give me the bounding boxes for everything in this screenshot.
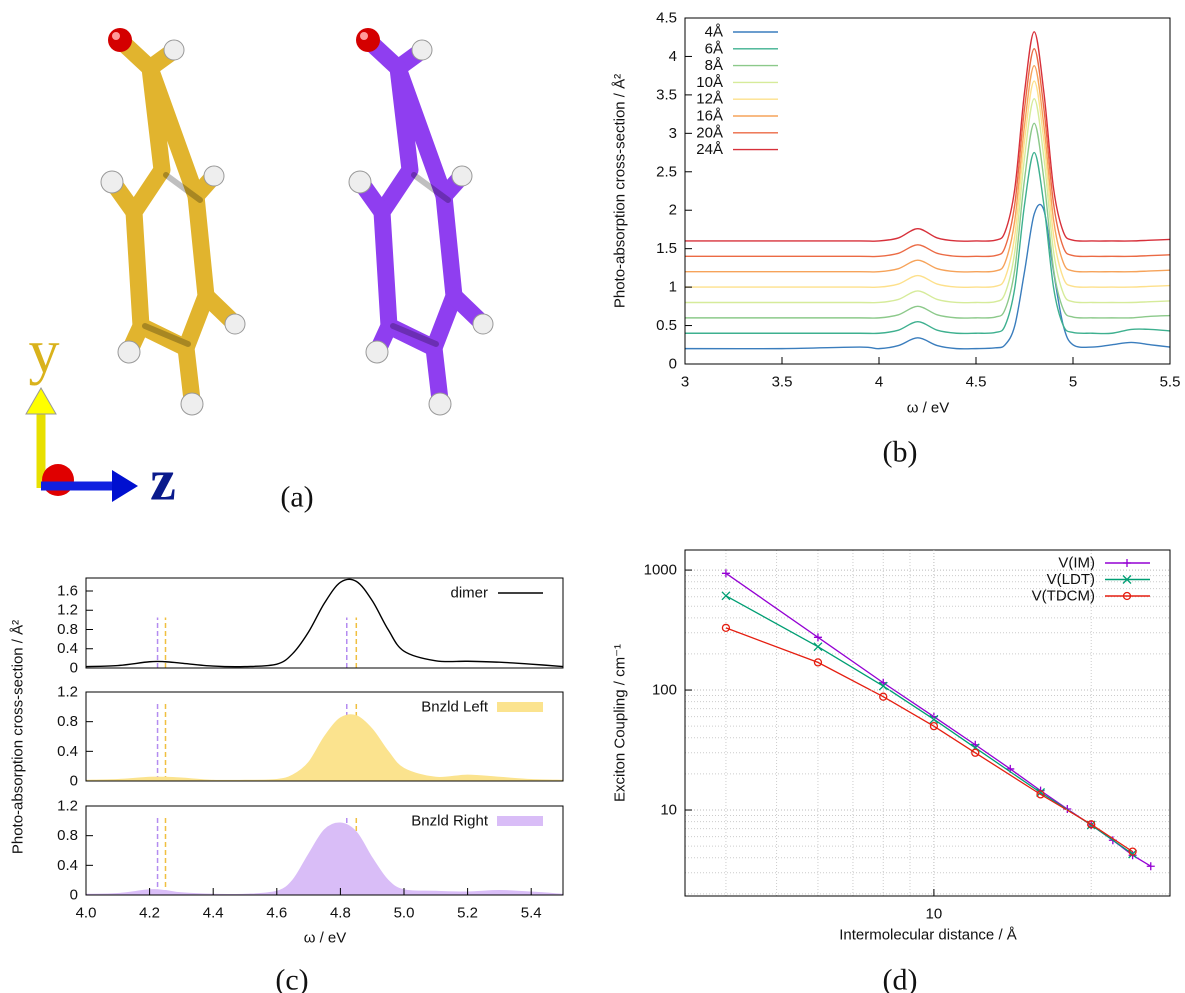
x-tick-label: 5 — [1069, 374, 1077, 391]
line — [685, 32, 1170, 241]
y-tick-label: 0.4 — [57, 743, 78, 760]
x-axis-label: Intermolecular distance / Å — [839, 927, 1017, 944]
y-tick-label: 0.5 — [656, 317, 677, 334]
y-tick-label: 0.4 — [57, 857, 78, 874]
y-tick-label: 1000 — [644, 562, 677, 579]
legend-label: 20Å — [696, 124, 723, 141]
legend-swatch — [497, 702, 543, 712]
y-tick-label: 3 — [669, 125, 677, 142]
legend-label: Bnzld Left — [421, 699, 489, 716]
y-axis-label: Photo-absorption cross-section / Å² — [10, 620, 27, 854]
y-tick-label: 0.8 — [57, 827, 78, 844]
y-tick-label: 1 — [669, 279, 677, 296]
legend-label: 6Å — [705, 40, 723, 57]
axis-letter-y: y — [29, 318, 60, 386]
legend-label: V(LDT) — [1047, 571, 1095, 588]
y-tick-label: 0.8 — [57, 713, 78, 730]
y-tick-label: 0 — [70, 773, 78, 790]
y-tick-label: 3.5 — [656, 86, 677, 103]
x-tick-label: 3 — [681, 374, 689, 391]
y-tick-label: 2 — [669, 202, 677, 219]
x-tick-label: 4.8 — [330, 905, 351, 922]
x-tick-label: 10 — [926, 906, 943, 923]
x-tick-label: 4.4 — [203, 905, 224, 922]
caption: (c) — [275, 964, 308, 993]
legend-label: 8Å — [705, 57, 723, 74]
legend-label: dimer — [450, 585, 488, 602]
line — [685, 204, 1170, 348]
x-tick-label: 4.6 — [266, 905, 287, 922]
y-tick-label: 2.5 — [656, 163, 677, 180]
legend-label: 4Å — [705, 24, 723, 41]
line — [726, 628, 1133, 852]
x-tick-label: 4 — [875, 374, 883, 391]
y-tick-label: 1.6 — [57, 582, 78, 599]
legend-swatch — [497, 816, 543, 826]
line — [726, 596, 1133, 854]
legend-label: V(IM) — [1058, 555, 1095, 572]
line — [685, 49, 1170, 257]
point — [1147, 862, 1155, 870]
caption: (d) — [883, 964, 918, 993]
y-tick-label: 10 — [660, 802, 677, 819]
x-tick-label: 5.2 — [457, 905, 478, 922]
y-axis-label: Exciton Coupling / cm⁻¹ — [612, 644, 629, 802]
y-tick-label: 1.2 — [57, 798, 78, 815]
legend-label: 10Å — [696, 74, 723, 91]
caption: (b) — [883, 436, 918, 469]
caption: (a) — [280, 481, 313, 514]
y-tick-label: 4.5 — [656, 10, 677, 27]
plot-frame — [685, 18, 1170, 364]
y-tick-label: 0 — [669, 356, 677, 373]
y-tick-label: 1.2 — [57, 602, 78, 619]
point — [814, 633, 822, 641]
line — [685, 153, 1170, 334]
figure: y z (a) 4Å6Å8Å10Å12Å16Å20Å24Å 0 0.5 1 1.5 2 2.… — [0, 0, 1185, 993]
y-tick-label: 100 — [652, 682, 677, 699]
point — [722, 569, 730, 577]
legend-marker — [1123, 559, 1131, 567]
x-tick-label: 4.5 — [966, 374, 987, 391]
x-tick-label: 5.4 — [521, 905, 542, 922]
x-tick-label: 4.0 — [76, 905, 97, 922]
legend-label: 16Å — [696, 108, 723, 125]
x-tick-label: 4.2 — [139, 905, 160, 922]
axis-letter-z: z — [150, 448, 176, 513]
molecule-right — [349, 28, 493, 415]
legend-label: 12Å — [696, 91, 723, 108]
x-tick-label: 5.5 — [1160, 374, 1181, 391]
molecule-left — [101, 28, 245, 415]
y-tick-label: 4 — [669, 48, 677, 65]
legend-label: V(TDCM) — [1032, 588, 1095, 605]
axis-arrows — [26, 388, 138, 502]
x-tick-label: 3.5 — [772, 374, 793, 391]
x-axis-label: ω / eV — [907, 400, 950, 417]
y-tick-label: 0 — [70, 660, 78, 677]
line — [685, 123, 1170, 318]
legend-label: Bnzld Right — [411, 813, 489, 830]
legend-label: 24Å — [696, 141, 723, 158]
y-axis-label: Photo-absorption cross-section / Å² — [612, 74, 629, 308]
y-tick-label: 0.8 — [57, 621, 78, 638]
y-tick-label: 0.4 — [57, 640, 78, 657]
y-tick-label: 1.5 — [656, 240, 677, 257]
y-tick-label: 0 — [70, 887, 78, 904]
x-axis-label: ω / eV — [304, 930, 347, 947]
x-tick-label: 5.0 — [394, 905, 415, 922]
y-tick-label: 1.2 — [57, 684, 78, 701]
